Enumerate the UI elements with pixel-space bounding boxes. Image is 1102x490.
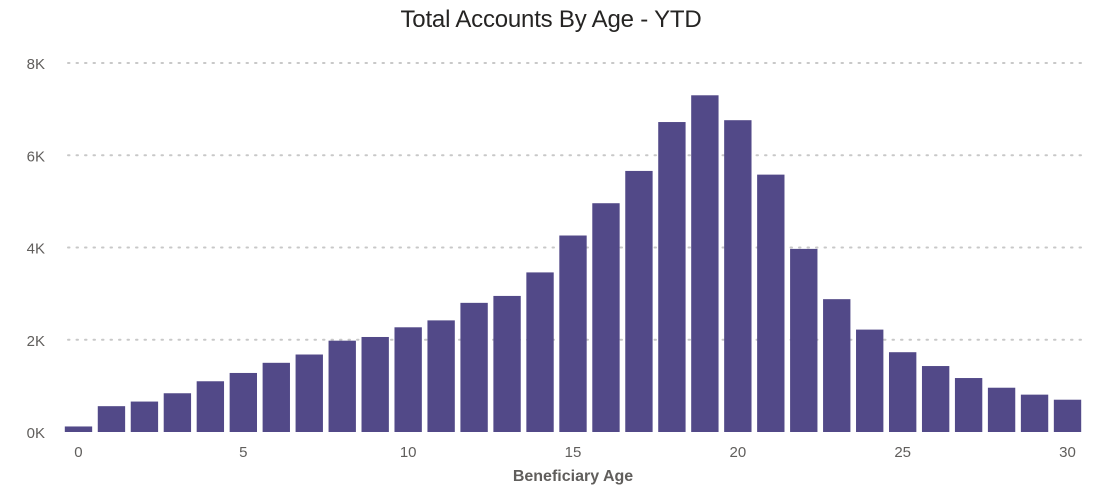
x-tick-label: 15 [565,444,582,461]
bar-age-28[interactable] [987,387,1016,432]
bar-age-18[interactable] [658,122,686,432]
bar-age-10[interactable] [394,327,422,432]
x-tick-label: 10 [400,444,417,461]
bars-layer [64,95,1082,432]
x-tick-label: 20 [729,444,746,461]
x-tick-label: 5 [239,444,247,461]
bar-age-6[interactable] [262,362,290,432]
bar-age-9[interactable] [361,336,389,432]
bar-age-20[interactable] [724,120,752,432]
x-tick-label: 0 [74,444,82,461]
y-tick-label: 8K [27,56,45,73]
bar-age-25[interactable] [888,352,917,432]
bar-age-19[interactable] [691,95,719,432]
x-tick-label: 30 [1059,444,1076,461]
bar-age-4[interactable] [196,381,225,432]
bar-age-21[interactable] [757,174,785,432]
y-axis-ticks: 0K 2K 4K 6K 8K [27,56,45,442]
bar-age-1[interactable] [97,406,126,432]
x-tick-label: 25 [894,444,911,461]
bar-age-15[interactable] [559,235,587,432]
bar-age-8[interactable] [328,340,356,432]
bar-age-12[interactable] [460,302,488,432]
grid-layer [67,62,1083,341]
bar-age-17[interactable] [625,170,653,432]
y-tick-label: 2K [27,333,45,350]
bar-age-7[interactable] [295,354,323,432]
bar-age-27[interactable] [954,378,983,432]
y-tick-label: 0K [27,425,45,442]
bar-age-24[interactable] [856,329,884,432]
bar-age-30[interactable] [1053,399,1082,432]
x-axis-ticks: 0 5 10 15 20 25 30 [74,444,1076,461]
bar-age-26[interactable] [921,366,950,432]
bar-age-5[interactable] [229,372,258,432]
x-axis-label: Beneficiary Age [513,468,633,485]
bar-age-14[interactable] [526,272,554,432]
bar-age-22[interactable] [790,248,818,432]
bar-age-2[interactable] [130,401,159,432]
bar-age-0[interactable] [64,426,93,432]
bar-age-16[interactable] [592,203,620,432]
y-tick-label: 6K [27,148,45,165]
y-tick-label: 4K [27,241,45,258]
bar-age-3[interactable] [163,393,192,432]
bar-age-13[interactable] [493,295,521,432]
bar-age-23[interactable] [823,299,851,432]
chart-title: Total Accounts By Age - YTD [400,6,702,33]
bar-age-11[interactable] [427,320,455,432]
bar-age-29[interactable] [1020,394,1049,432]
